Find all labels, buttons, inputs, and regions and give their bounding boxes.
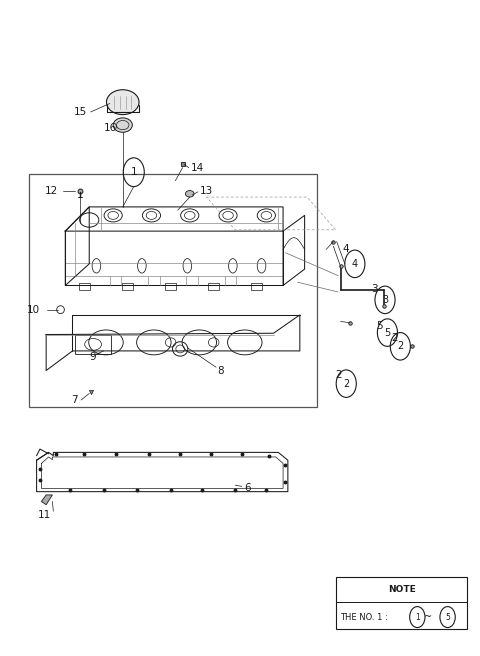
Text: 1: 1 (415, 613, 420, 622)
Text: ~: ~ (424, 612, 432, 622)
Bar (336, 577, 468, 629)
Text: 12: 12 (45, 186, 58, 195)
Text: 8: 8 (217, 365, 224, 375)
Bar (251, 283, 263, 290)
Text: 16: 16 (104, 123, 117, 133)
Bar (79, 283, 90, 290)
Bar (75, 335, 111, 354)
Text: 3: 3 (372, 284, 378, 294)
Text: 3: 3 (382, 295, 388, 305)
Text: 6: 6 (244, 483, 251, 493)
Text: 14: 14 (191, 163, 204, 173)
Text: 11: 11 (38, 510, 51, 520)
Text: 5: 5 (384, 327, 391, 338)
Text: 10: 10 (27, 304, 40, 315)
Text: 7: 7 (72, 395, 78, 405)
Bar (122, 283, 133, 290)
Bar (208, 283, 219, 290)
Text: 2: 2 (391, 333, 397, 343)
Text: 2: 2 (336, 370, 342, 380)
Text: 9: 9 (89, 352, 96, 363)
Polygon shape (41, 495, 52, 504)
Ellipse shape (107, 90, 139, 115)
Text: 4: 4 (352, 259, 358, 269)
Ellipse shape (185, 190, 194, 197)
Text: 2: 2 (397, 341, 404, 352)
Text: 1: 1 (131, 167, 137, 177)
Text: 4: 4 (343, 245, 349, 255)
Bar (165, 283, 176, 290)
Text: 5: 5 (376, 321, 383, 331)
Text: 13: 13 (199, 186, 213, 195)
Ellipse shape (113, 118, 132, 133)
Bar (29, 174, 317, 407)
Text: 15: 15 (73, 107, 87, 117)
Text: THE NO. 1 :: THE NO. 1 : (339, 613, 387, 622)
Text: 2: 2 (343, 379, 349, 388)
Text: 5: 5 (445, 613, 450, 622)
Text: NOTE: NOTE (388, 585, 415, 594)
